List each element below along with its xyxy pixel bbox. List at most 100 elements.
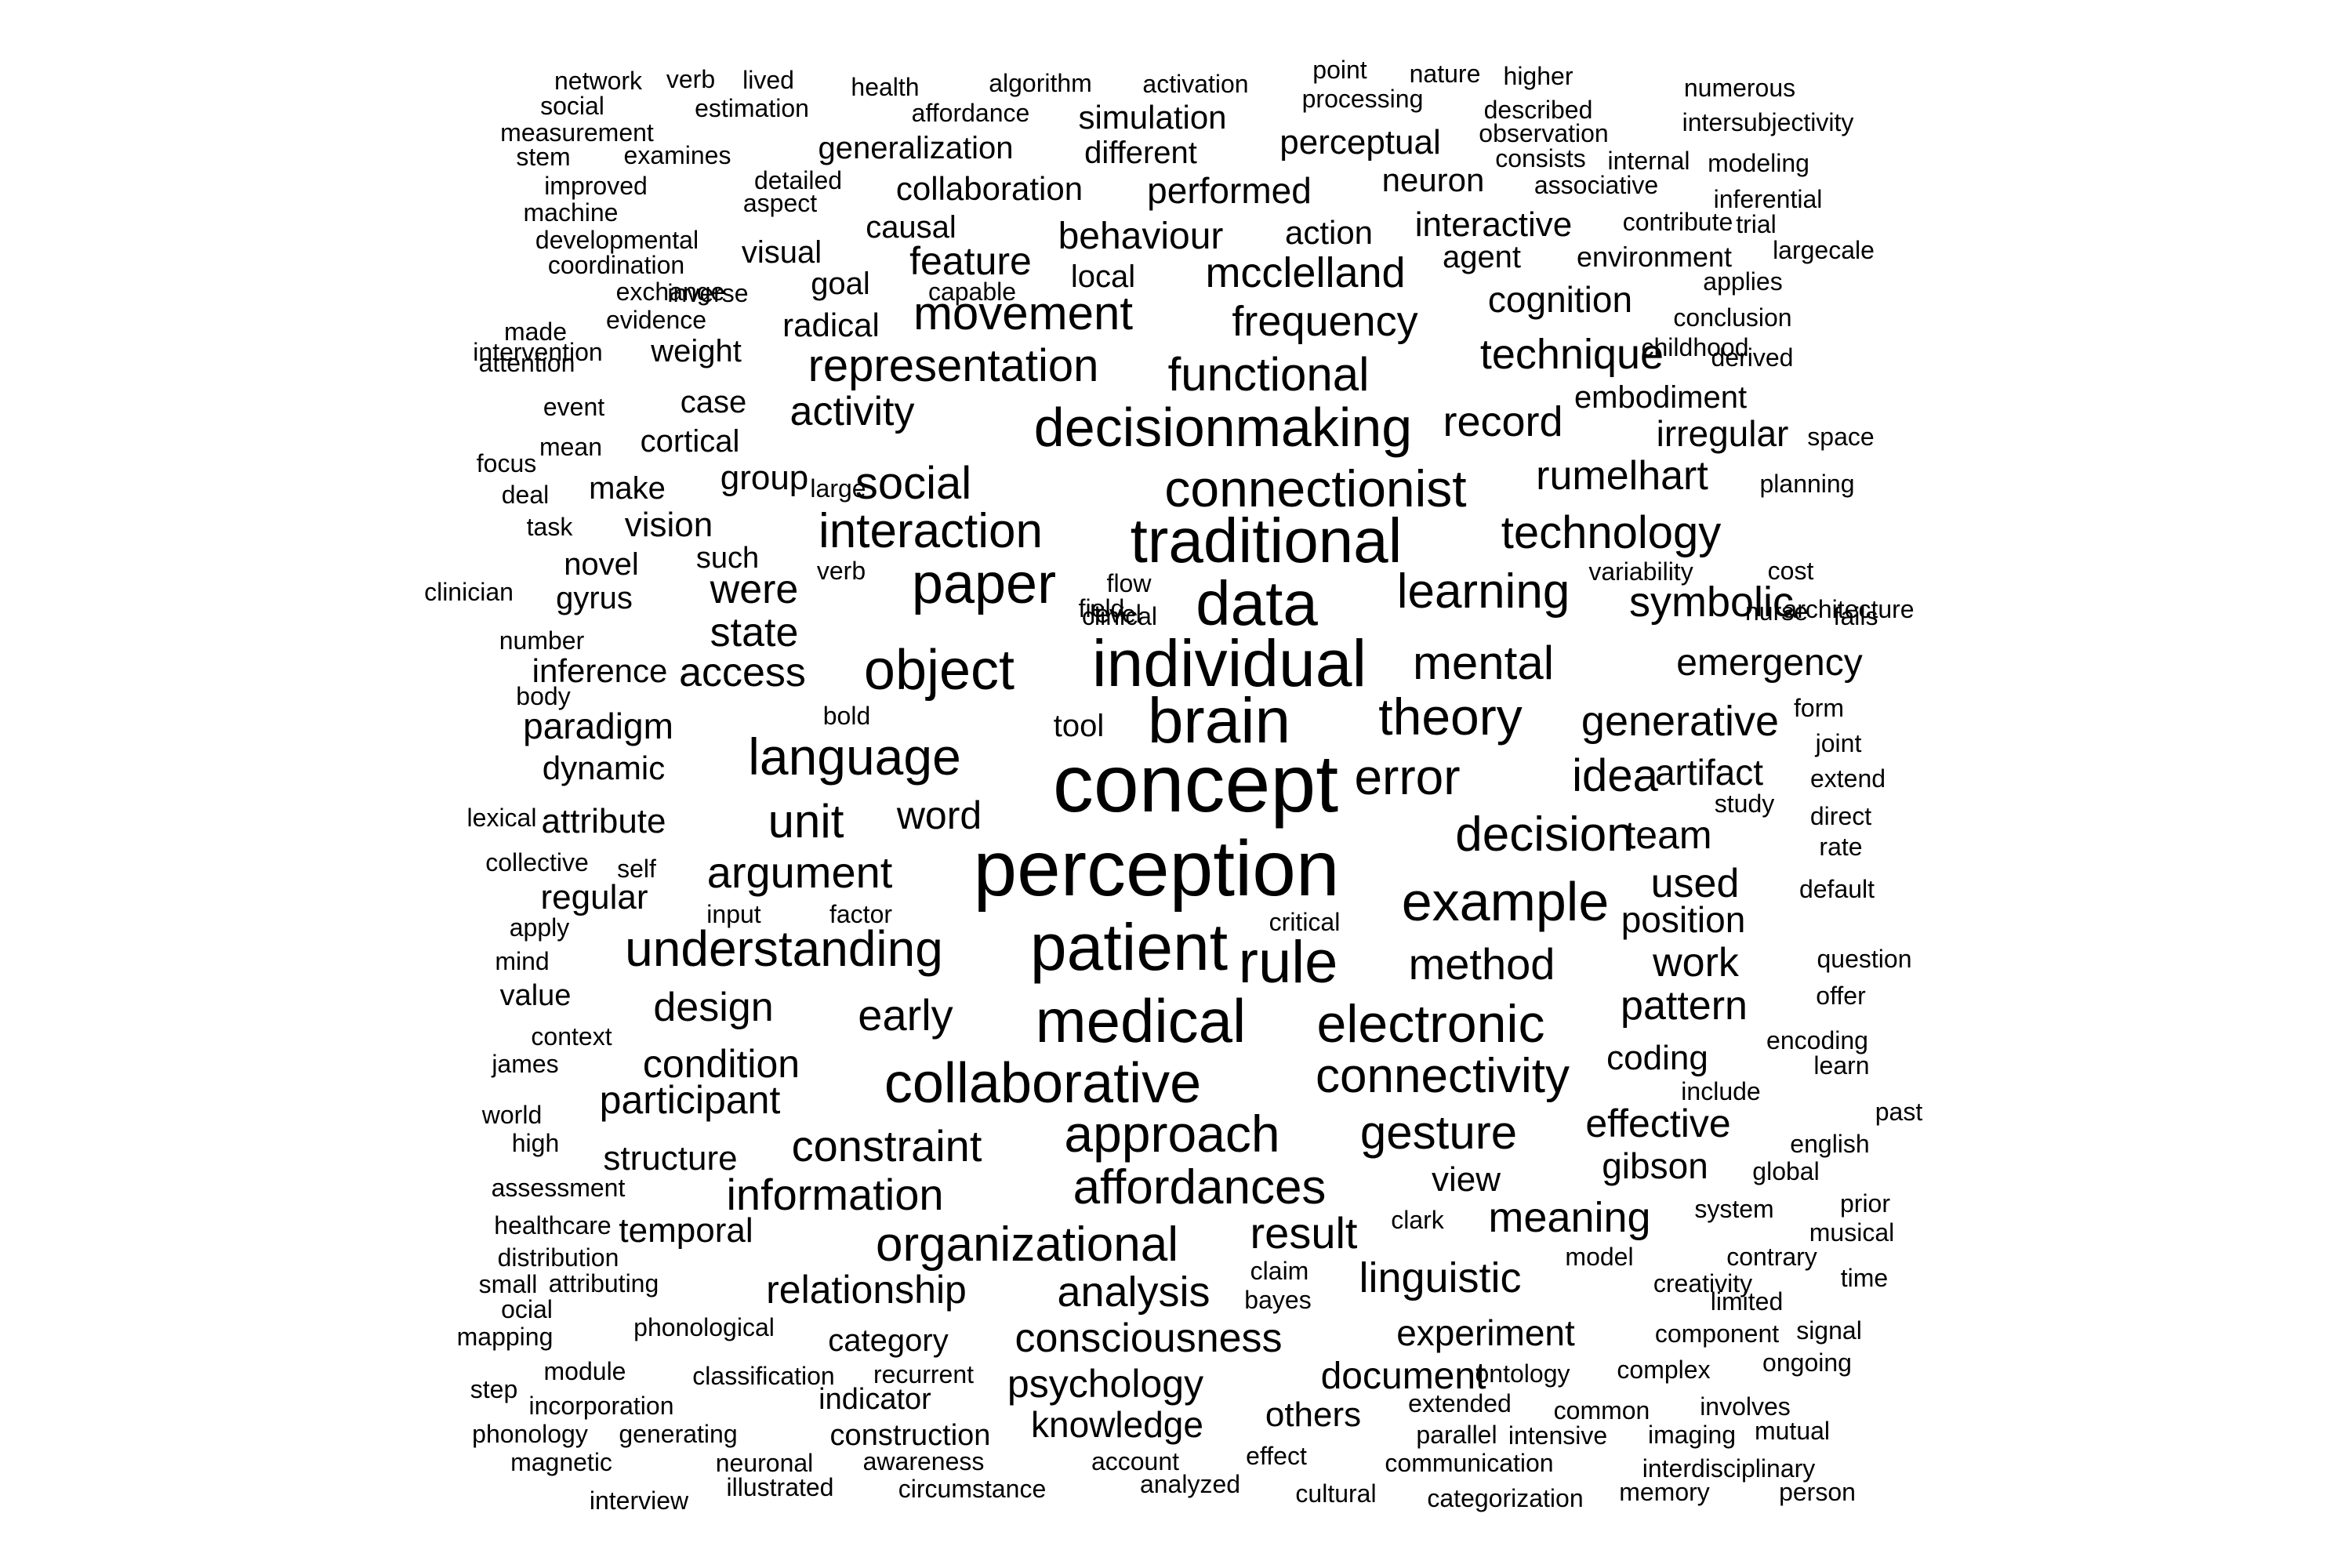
word-conclusion: conclusion [1673, 303, 1792, 332]
word-unit: unit [768, 795, 844, 848]
word-joint: joint [1815, 729, 1862, 757]
word-team: team [1624, 813, 1712, 857]
word-common: common [1553, 1396, 1650, 1425]
word-environment: environment [1576, 241, 1733, 273]
word-phonology: phonology [472, 1420, 588, 1448]
word-coordination: coordination [547, 251, 685, 279]
word-component: component [1654, 1319, 1780, 1348]
word-artifact: artifact [1654, 752, 1764, 793]
word-design: design [653, 985, 774, 1030]
word-musical: musical [1809, 1218, 1895, 1247]
word-context: context [531, 1022, 612, 1051]
word-collaborative: collaborative [884, 1052, 1202, 1115]
word-relationship: relationship [766, 1268, 967, 1312]
word-mind: mind [495, 947, 550, 975]
word-observation: observation [1479, 119, 1609, 147]
word-intervention: intervention [473, 338, 603, 366]
word-patient: patient [1029, 910, 1229, 984]
word-participant: participant [599, 1078, 781, 1122]
word-technique: technique [1479, 331, 1664, 378]
word-state: state [710, 610, 799, 655]
word-past: past [1875, 1098, 1923, 1126]
word-connectionist: connectionist [1164, 459, 1467, 517]
word-linguistic: linguistic [1359, 1254, 1522, 1301]
word-encoding: encoding [1766, 1026, 1868, 1054]
word-social: social [855, 458, 972, 509]
word-extend: extend [1809, 764, 1886, 793]
word-brain: brain [1147, 685, 1291, 757]
word-deal: deal [501, 481, 550, 509]
word-english: english [1790, 1130, 1870, 1158]
word-paradigm: paradigm [523, 706, 673, 746]
word-person: person [1779, 1478, 1856, 1506]
word-medical: medical [1035, 986, 1247, 1055]
word-attribute: attribute [541, 802, 666, 840]
word-described: described [1483, 96, 1593, 124]
word-case: case [680, 385, 747, 419]
word-functional: functional [1167, 348, 1370, 401]
word-illustrated: illustrated [726, 1473, 834, 1501]
word-simulation: simulation [1078, 99, 1227, 136]
word-mental: mental [1412, 637, 1555, 689]
word-question: question [1817, 945, 1912, 973]
word-performed: performed [1147, 170, 1312, 211]
word-psychology: psychology [1007, 1362, 1204, 1406]
word-early: early [858, 990, 953, 1040]
word-verb: verb [816, 557, 866, 585]
word-magnetic: magnetic [510, 1448, 612, 1476]
word-fails: fails [1833, 602, 1878, 630]
word-emergency: emergency [1676, 642, 1863, 684]
word-coding: coding [1606, 1039, 1708, 1077]
word-agent: agent [1442, 240, 1522, 274]
word-default: default [1798, 875, 1875, 903]
word-consists: consists [1495, 144, 1586, 172]
word-generating: generating [619, 1420, 738, 1448]
word-feature: feature [909, 239, 1032, 283]
word-construction: construction [829, 1419, 991, 1452]
word-stem: stem [516, 143, 571, 171]
word-experiment: experiment [1396, 1312, 1575, 1353]
word-category: category [828, 1323, 949, 1358]
word-example: example [1401, 871, 1610, 932]
word-word: word [896, 793, 982, 837]
word-temporal: temporal [619, 1211, 753, 1250]
word-effective: effective [1585, 1102, 1731, 1145]
word-collective: collective [485, 848, 589, 877]
word-result: result [1250, 1208, 1358, 1258]
word-individual: individual [1091, 626, 1367, 700]
word-involves: involves [1700, 1392, 1791, 1421]
word-signal: signal [1796, 1316, 1862, 1345]
word-collaboration: collaboration [895, 170, 1083, 207]
word-action: action [1284, 214, 1374, 251]
word-nurse: nurse [1744, 597, 1809, 626]
word-bold: bold [822, 702, 871, 730]
word-neuron: neuron [1381, 162, 1485, 198]
word-mean: mean [539, 433, 603, 461]
word-communication: communication [1385, 1449, 1554, 1477]
word-cultural: cultural [1295, 1479, 1377, 1508]
word-self: self [617, 855, 656, 883]
word-verb: verb [666, 65, 716, 93]
word-regular: regular [540, 878, 648, 916]
word-apply: apply [509, 913, 570, 942]
word-exchange: exchange [615, 278, 725, 306]
word-claim: claim [1250, 1257, 1309, 1285]
word-step: step [470, 1375, 518, 1403]
word-document: document [1320, 1356, 1486, 1397]
word-language: language [748, 728, 961, 786]
word-lexical: lexical [466, 804, 537, 832]
word-approach: approach [1064, 1105, 1280, 1163]
word-frequency: frequency [1232, 298, 1418, 345]
word-such: such [695, 542, 760, 575]
word-internal: internal [1607, 147, 1690, 175]
word-evidence: evidence [605, 306, 707, 334]
word-gibson: gibson [1602, 1145, 1708, 1186]
word-paper: paper [911, 553, 1057, 615]
word-attributing: attributing [548, 1269, 659, 1298]
word-flow: flow [1106, 569, 1152, 597]
word-contrary: contrary [1726, 1243, 1817, 1271]
word-symbolic: symbolic [1628, 579, 1795, 626]
word-lived: lived [742, 66, 794, 94]
word-variability: variability [1588, 557, 1693, 586]
word-parallel: parallel [1416, 1421, 1497, 1449]
